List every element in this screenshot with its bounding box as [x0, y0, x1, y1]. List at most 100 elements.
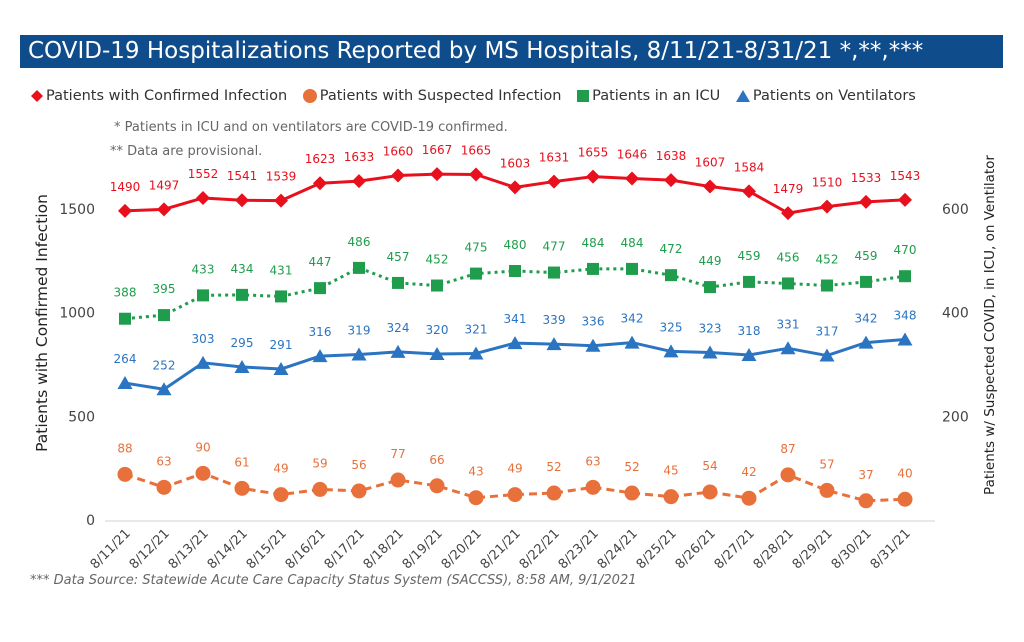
data-point-triangle	[429, 347, 445, 360]
y-left-tick-label: 1500	[59, 202, 95, 218]
data-point-triangle	[858, 335, 874, 349]
data-point-circle	[702, 484, 718, 500]
data-label: 61	[234, 455, 249, 469]
data-point-circle	[624, 485, 640, 501]
x-tick-label: 8/28/21	[751, 526, 797, 572]
data-label: 486	[348, 235, 371, 249]
data-point-diamond	[898, 192, 912, 207]
data-label: 1603	[500, 156, 531, 170]
data-point-circle	[390, 472, 406, 488]
x-tick-label: 8/19/21	[400, 526, 446, 572]
data-point-square	[158, 309, 170, 322]
data-point-diamond	[547, 174, 561, 189]
data-point-square	[314, 282, 326, 295]
y-left-tick-label: 1000	[59, 306, 95, 322]
data-label: 320	[426, 323, 449, 337]
x-tick-label: 8/12/21	[127, 526, 173, 572]
data-point-square	[587, 262, 599, 275]
data-point-circle	[195, 465, 211, 481]
data-label: 1479	[773, 182, 804, 196]
data-label: 1638	[656, 149, 687, 163]
y-right-tick-label: 600	[942, 202, 969, 218]
data-source: *** Data Source: Statewide Acute Care Ca…	[30, 573, 637, 588]
legend: Patients with Confirmed Infection Patien…	[30, 88, 926, 108]
data-point-diamond	[859, 194, 873, 209]
data-label: 1497	[149, 178, 180, 192]
data-label: 264	[114, 352, 137, 366]
data-label: 325	[660, 320, 683, 334]
data-label: 431	[270, 263, 293, 277]
x-tick-label: 8/20/21	[439, 526, 485, 572]
data-point-square	[899, 270, 911, 283]
data-label: 1633	[344, 150, 375, 164]
data-point-circle	[780, 467, 796, 483]
data-label: 1631	[539, 151, 570, 165]
data-label: 331	[777, 317, 800, 331]
legend-item-ventilators: Patients on Ventilators	[735, 88, 916, 104]
data-point-circle	[585, 479, 601, 495]
data-label: 1533	[851, 171, 882, 185]
data-point-square	[431, 279, 443, 292]
data-label: 1623	[305, 152, 336, 166]
data-point-circle	[468, 490, 484, 506]
data-label: 1665	[461, 144, 492, 158]
data-label: 342	[621, 312, 644, 326]
data-point-circle	[117, 466, 133, 482]
data-label: 447	[309, 255, 332, 269]
data-point-diamond	[430, 167, 444, 182]
data-label: 459	[738, 249, 761, 263]
data-label: 1490	[110, 180, 141, 194]
data-label: 348	[894, 308, 917, 322]
data-label: 484	[621, 236, 644, 250]
data-point-diamond	[625, 171, 639, 186]
data-point-diamond	[781, 206, 795, 221]
data-point-circle	[156, 479, 172, 495]
footnote-icu: * Patients in ICU and on ventilators are…	[114, 120, 508, 135]
data-point-square	[470, 267, 482, 280]
data-point-triangle	[234, 359, 250, 373]
data-point-circle	[312, 481, 328, 497]
data-label: 42	[741, 465, 756, 479]
data-point-triangle	[351, 347, 367, 361]
data-label: 40	[897, 466, 912, 480]
x-tick-label: 8/23/21	[556, 526, 602, 572]
data-point-diamond	[820, 199, 834, 214]
data-label: 316	[309, 325, 332, 339]
data-point-square	[743, 275, 755, 288]
data-label: 433	[192, 262, 215, 276]
data-point-diamond	[313, 176, 327, 191]
data-label: 323	[699, 321, 722, 335]
data-label: 59	[312, 456, 327, 470]
data-point-triangle	[702, 345, 718, 359]
data-label: 1539	[266, 170, 297, 184]
x-tick-label: 8/14/21	[205, 526, 251, 572]
data-label: 1543	[890, 169, 921, 183]
data-label: 54	[702, 459, 717, 473]
data-label: 43	[468, 465, 483, 479]
data-point-diamond	[118, 203, 132, 218]
x-tick-label: 8/30/21	[829, 526, 875, 572]
x-tick-label: 8/31/21	[868, 526, 914, 572]
data-label: 57	[819, 457, 834, 471]
data-label: 63	[156, 454, 171, 468]
chart-title-bar: COVID-19 Hospitalizations Reported by MS…	[20, 35, 1003, 68]
data-point-square	[236, 288, 248, 301]
data-label: 52	[546, 460, 561, 474]
data-label: 303	[192, 332, 215, 346]
data-point-diamond	[196, 190, 210, 205]
x-tick-label: 8/27/21	[712, 526, 758, 572]
data-label: 480	[504, 238, 527, 252]
data-point-circle	[897, 491, 913, 507]
x-tick-label: 8/17/21	[322, 526, 368, 572]
data-label: 87	[780, 442, 795, 456]
data-point-square	[704, 281, 716, 294]
data-point-circle	[234, 480, 250, 496]
y-right-axis-title: Patients w/ Suspected COVID, in ICU, on …	[982, 155, 998, 495]
data-point-diamond	[352, 174, 366, 189]
data-point-triangle	[156, 382, 172, 396]
y-left-tick-label: 500	[68, 409, 95, 425]
x-tick-label: 8/16/21	[283, 526, 329, 572]
series-line-2	[124, 471, 906, 503]
y-left-tick-label: 0	[86, 513, 95, 529]
data-point-triangle	[468, 346, 484, 360]
